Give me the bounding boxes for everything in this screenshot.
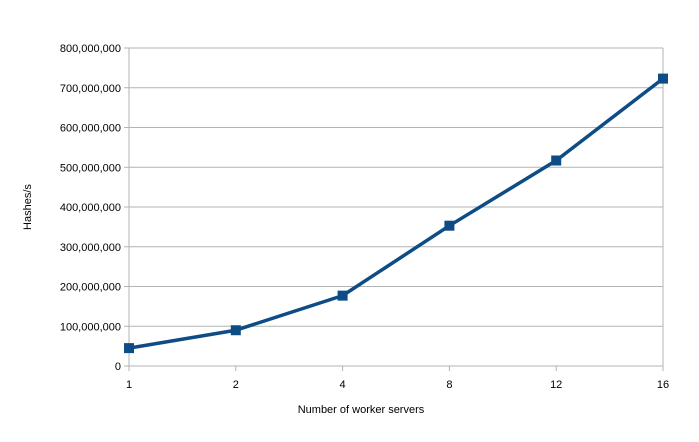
y-tick-label: 100,000,000	[60, 321, 121, 333]
data-point-marker	[551, 155, 562, 166]
y-tick-label: 0	[115, 361, 121, 373]
x-tick-label: 16	[657, 379, 669, 391]
series-layer	[124, 73, 668, 354]
y-tick-label: 700,000,000	[60, 83, 121, 95]
series-line	[128, 77, 665, 350]
y-tick-label: 300,000,000	[60, 242, 121, 254]
y-tick-label: 400,000,000	[60, 202, 121, 214]
data-point-marker	[230, 325, 241, 336]
x-tick-label: 4	[340, 379, 346, 391]
x-axis-title: Number of worker servers	[298, 404, 425, 416]
y-tick-label: 800,000,000	[60, 43, 121, 55]
y-tick-label: 600,000,000	[60, 123, 121, 135]
y-tick-label: 500,000,000	[60, 162, 121, 174]
y-axis-title: Hashes/s	[22, 184, 34, 230]
axes	[124, 47, 664, 371]
x-tick-labels: 1 2 4 8 12 16	[126, 379, 669, 391]
y-tick-labels: 0 100,000,000 200,000,000 300,000,000 400,00…	[60, 43, 121, 373]
x-tick-label: 1	[126, 379, 132, 391]
data-point-marker	[124, 343, 134, 354]
gridlines	[129, 47, 663, 327]
data-point-marker	[444, 220, 455, 231]
x-tick-label: 8	[446, 379, 452, 391]
x-tick-label: 2	[233, 379, 239, 391]
data-point-marker	[337, 290, 348, 301]
x-tick-label: 12	[550, 379, 562, 391]
data-point-marker	[658, 73, 668, 84]
y-tick-label: 200,000,000	[60, 282, 121, 294]
